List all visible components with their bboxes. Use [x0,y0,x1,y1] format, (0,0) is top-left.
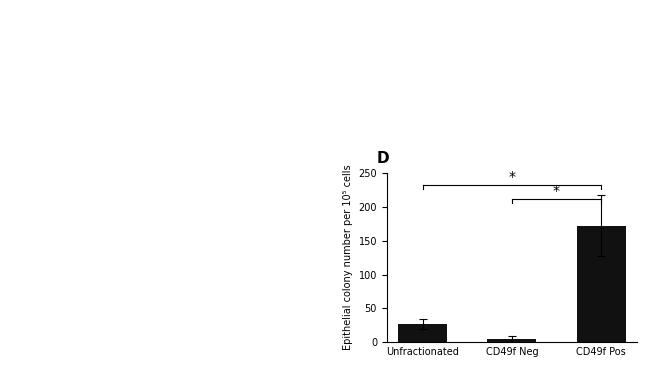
Text: D: D [377,151,389,166]
Bar [577,226,625,342]
Bar [488,339,536,342]
Text: *: * [553,184,560,198]
Y-axis label: Epithelial colony number per 10⁵ cells: Epithelial colony number per 10⁵ cells [343,165,353,350]
Text: *: * [508,170,515,184]
Bar [398,324,447,342]
